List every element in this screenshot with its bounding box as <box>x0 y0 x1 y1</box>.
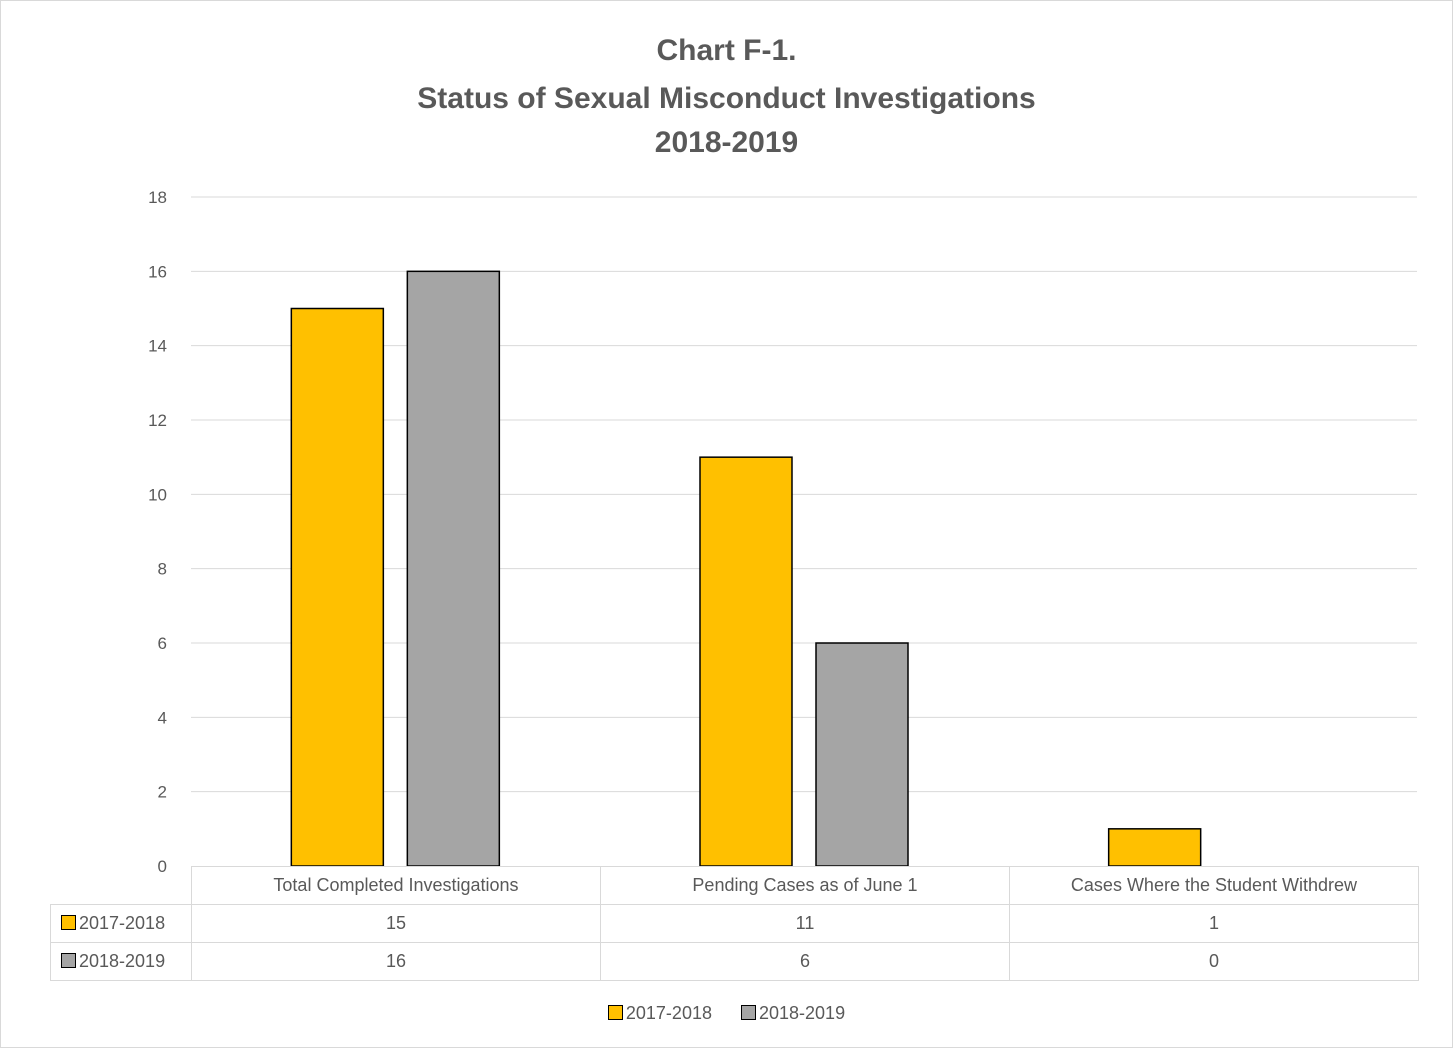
series-row-header: 2018-2019 <box>50 942 192 981</box>
y-tick-label: 8 <box>158 560 167 579</box>
series-row-header: 2017-2018 <box>50 904 192 943</box>
data-table-cell: 0 <box>1009 942 1419 981</box>
data-table-cell: 11 <box>600 904 1010 943</box>
data-table: Total Completed Investigations Pending C… <box>50 866 1419 981</box>
y-tick-label: 4 <box>158 708 167 727</box>
y-tick-label: 6 <box>158 634 167 653</box>
series-name: 2017-2018 <box>79 913 166 933</box>
data-table-cell: 6 <box>600 942 1010 981</box>
series-swatch <box>61 953 76 968</box>
chart-title-line-3: 2018-2019 <box>654 126 799 159</box>
data-table-corner <box>50 866 192 905</box>
legend-swatch <box>607 1005 623 1020</box>
y-tick-label: 18 <box>148 188 167 207</box>
chart-title-line-1: Chart F-1. <box>656 34 797 67</box>
bar <box>1107 828 1202 867</box>
legend-item: 2017-2018 <box>607 1003 712 1024</box>
bar <box>815 642 909 867</box>
legend-item: 2018-2019 <box>741 1003 845 1024</box>
data-table-cell: 1 <box>1009 904 1419 943</box>
y-tick-label: 16 <box>148 262 167 281</box>
y-tick-label: 12 <box>148 411 167 430</box>
legend-label: 2018-2019 <box>759 1003 846 1023</box>
legend-swatch <box>741 1005 756 1020</box>
series-name: 2018-2019 <box>79 951 166 971</box>
data-table-header-row: Total Completed Investigations Pending C… <box>50 866 1419 905</box>
series-swatch <box>61 915 76 930</box>
data-table-cell: 16 <box>191 942 601 981</box>
data-table-row: 2017-2018 15 11 1 <box>50 904 1419 943</box>
legend-label: 2017-2018 <box>625 1003 712 1023</box>
data-table-cell: 15 <box>191 904 601 943</box>
category-label: Cases Where the Student Withdrew <box>1009 866 1419 905</box>
y-tick-label: 2 <box>158 783 167 802</box>
y-tick-label: 14 <box>148 337 167 356</box>
bar <box>699 456 793 867</box>
chart-legend: 2017-2018 2018-2019 <box>0 1003 1453 1024</box>
category-label: Total Completed Investigations <box>191 866 601 905</box>
bar <box>290 307 385 867</box>
data-table-row: 2018-2019 16 6 0 <box>50 942 1419 981</box>
category-label: Pending Cases as of June 1 <box>600 866 1010 905</box>
y-tick-label: 10 <box>148 485 167 504</box>
bar <box>406 270 501 867</box>
chart-title-line-2: Status of Sexual Misconduct Investigatio… <box>417 82 1036 115</box>
